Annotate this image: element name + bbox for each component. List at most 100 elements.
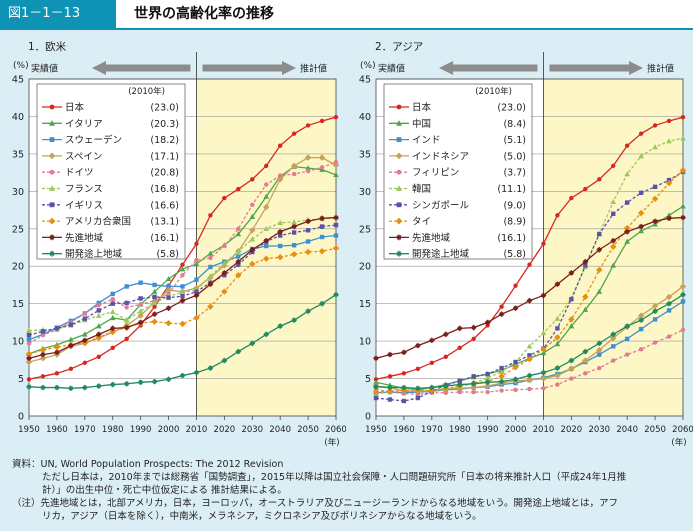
data-point xyxy=(526,297,533,304)
data-point xyxy=(151,378,158,385)
data-point xyxy=(457,381,463,388)
actual-arrow xyxy=(92,61,191,75)
x-tick-label: 1970 xyxy=(74,425,96,435)
data-point xyxy=(611,163,616,169)
data-point xyxy=(318,248,326,255)
data-point xyxy=(540,350,547,356)
data-point xyxy=(610,243,617,250)
data-point xyxy=(109,314,116,321)
notes: 資料：UN, World Population Prospects: The 2… xyxy=(12,458,687,523)
data-point xyxy=(457,378,462,384)
legend-marker xyxy=(49,250,55,257)
y-tick-label: 5 xyxy=(18,374,24,385)
data-point xyxy=(82,384,88,391)
data-point xyxy=(332,245,340,252)
data-point xyxy=(290,251,298,258)
figure-title: 世界の高齢化率の推移 xyxy=(134,6,274,22)
projection-label: 推計値 xyxy=(647,63,674,75)
series-10 xyxy=(373,291,686,391)
data-point xyxy=(207,281,214,287)
data-point xyxy=(235,348,242,355)
legend: (2010年) 日本 (23.0) イタリア (20.3) スウェーデン (18.2) スペイ… xyxy=(36,83,186,260)
data-point xyxy=(26,337,32,342)
legend-label: スペイン xyxy=(65,151,102,162)
data-point xyxy=(471,389,476,395)
legend-label: 開発途上地域 xyxy=(412,248,470,260)
data-point xyxy=(610,262,617,268)
note-line-1: （注）先進地域とは，北部アメリカ，日本，ヨーロッパ，オーストラリア及びニュージー… xyxy=(12,498,619,509)
data-point xyxy=(596,340,602,347)
data-point xyxy=(319,300,325,307)
data-point xyxy=(165,319,172,327)
chart-asia: 2．アジア 0 5 10 15 20 25 30 35 40 45 (%) 1950 1960 1970 19… xyxy=(359,41,693,448)
data-point xyxy=(138,296,143,301)
data-point xyxy=(249,340,255,347)
x-tick-label: 2000 xyxy=(158,425,180,435)
data-point xyxy=(680,327,686,333)
data-point xyxy=(263,193,270,199)
data-point xyxy=(123,324,130,331)
data-point xyxy=(305,218,311,224)
data-point xyxy=(277,243,283,249)
source-line-2: ただし日本は，2010年までは総務省「国勢調査」，2015年以降は国立社会保障・… xyxy=(42,472,627,483)
source-line-1: 資料：UN, World Population Prospects: The 2… xyxy=(12,459,284,470)
x-tick-label: 1990 xyxy=(130,425,152,435)
data-point xyxy=(95,312,102,318)
legend-value: (20.3) xyxy=(150,119,179,130)
data-point xyxy=(138,302,143,307)
x-tick-label: 1990 xyxy=(477,425,499,435)
data-point xyxy=(513,359,518,365)
data-point xyxy=(484,374,491,381)
legend-value: (16.1) xyxy=(150,233,179,244)
data-point xyxy=(470,381,477,387)
data-point xyxy=(401,349,407,356)
data-point xyxy=(207,272,214,279)
data-point xyxy=(123,317,130,323)
legend-marker xyxy=(396,250,402,257)
data-point xyxy=(526,355,533,363)
data-point xyxy=(513,283,518,288)
data-point xyxy=(610,334,617,342)
data-point xyxy=(221,288,228,295)
data-point xyxy=(54,326,60,331)
legend-marker xyxy=(396,120,402,126)
data-point xyxy=(109,308,116,315)
data-point xyxy=(582,306,589,312)
legend-label: フランス xyxy=(65,184,103,195)
legend-value: (5.0) xyxy=(503,151,526,162)
legend-marker xyxy=(49,120,55,126)
data-point xyxy=(68,366,74,372)
series-9 xyxy=(373,214,686,362)
data-point xyxy=(666,212,672,218)
data-point xyxy=(498,368,505,375)
data-point xyxy=(554,281,561,287)
data-point xyxy=(96,354,101,360)
legend-label: 日本 xyxy=(412,102,432,114)
data-point xyxy=(638,131,644,136)
data-point xyxy=(277,219,283,225)
data-point xyxy=(193,369,200,376)
data-point xyxy=(471,374,476,379)
legend-label: シンガポール xyxy=(412,200,470,211)
data-point xyxy=(124,305,129,310)
data-point xyxy=(624,200,630,205)
data-point xyxy=(652,340,658,345)
data-point xyxy=(333,291,339,298)
legend-marker xyxy=(396,169,402,175)
data-point xyxy=(110,301,115,306)
legend-value: (11.1) xyxy=(497,184,526,195)
data-point xyxy=(499,365,504,371)
data-point xyxy=(680,214,686,221)
data-point xyxy=(110,325,116,332)
data-point xyxy=(652,123,658,128)
data-point xyxy=(25,358,33,366)
legend-marker xyxy=(49,234,55,241)
data-point xyxy=(485,371,490,377)
data-point xyxy=(652,184,658,190)
data-point xyxy=(611,211,616,216)
data-point xyxy=(333,159,339,165)
legend-marker xyxy=(396,234,402,241)
legend-box xyxy=(383,83,533,260)
data-point xyxy=(333,171,339,178)
x-tick-label: 2000 xyxy=(505,425,527,435)
